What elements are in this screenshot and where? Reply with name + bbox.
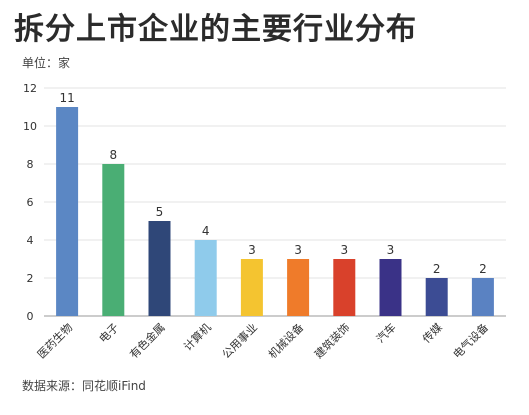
bar (379, 259, 402, 316)
y-tick-label: 8 (27, 158, 34, 171)
bar (56, 107, 79, 316)
x-tick-label: 医药生物 (34, 320, 75, 361)
bar (287, 259, 310, 316)
bar (425, 278, 448, 316)
x-tick-label: 电子 (97, 321, 122, 346)
data-label: 3 (294, 243, 302, 257)
bar (471, 278, 494, 316)
y-tick-label: 6 (27, 196, 34, 209)
data-label: 3 (340, 243, 348, 257)
data-label: 3 (248, 243, 256, 257)
x-tick-label: 建筑装饰 (311, 320, 352, 361)
x-tick-label: 公用事业 (220, 321, 260, 361)
data-label: 5 (156, 205, 164, 219)
data-label: 4 (202, 224, 210, 238)
data-label: 3 (387, 243, 395, 257)
bar (194, 240, 217, 316)
data-label: 2 (479, 262, 487, 276)
y-tick-label: 12 (23, 82, 37, 95)
y-tick-label: 2 (27, 272, 34, 285)
bar (333, 259, 356, 316)
y-tick-label: 0 (27, 310, 34, 323)
chart-title: 拆分上市企业的主要行业分布 (14, 12, 417, 47)
unit-label: 单位：家 (22, 56, 71, 70)
y-tick-label: 4 (27, 234, 34, 247)
source-note: 数据来源：同花顺iFind (22, 379, 146, 393)
x-tick-label: 电气设备 (450, 320, 491, 361)
data-label: 8 (109, 148, 117, 162)
x-tick-label: 机械设备 (265, 320, 306, 361)
x-tick-label: 传媒 (420, 321, 445, 346)
y-tick-label: 10 (23, 120, 37, 133)
x-tick-label: 有色金属 (127, 320, 168, 361)
x-tick-label: 计算机 (181, 320, 214, 353)
bar (148, 221, 171, 316)
x-tick-label: 汽车 (373, 320, 398, 345)
data-label: 2 (433, 262, 441, 276)
data-label: 11 (59, 91, 74, 105)
bar (240, 259, 263, 316)
bar (102, 164, 125, 316)
